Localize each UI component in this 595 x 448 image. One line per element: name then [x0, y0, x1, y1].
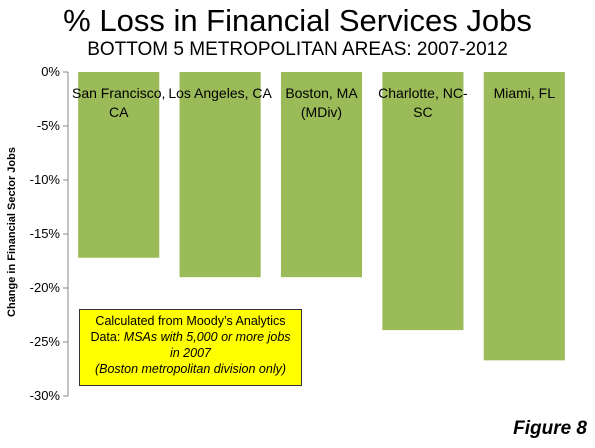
category-label: SC: [413, 104, 432, 120]
chart-title: % Loss in Financial Services Jobs: [63, 3, 532, 38]
bar: [78, 72, 160, 258]
y-axis-title: Change in Financial Sector Jobs: [6, 147, 18, 317]
y-tick-label: 0%: [41, 64, 60, 79]
category-label: Miami, FL: [494, 85, 556, 101]
source-note-box: Calculated from Moody’s Analytics Data: …: [79, 309, 302, 386]
bar: [280, 72, 363, 278]
bar: [382, 72, 464, 331]
note-line-2: Data: MSAs with 5,000 or more jobs: [80, 329, 301, 345]
y-tick-label: -15%: [30, 226, 61, 241]
category-labels: San Francisco, CA Los Angeles, CA Boston, M…: [72, 85, 555, 120]
category-label: Los Angeles, CA: [168, 85, 272, 101]
y-tick-label: -10%: [30, 172, 61, 187]
note-line-1: Calculated from Moody’s Analytics: [95, 314, 286, 328]
bar: [483, 72, 565, 361]
y-axis: 0% -5% -10% -15% -20% -25% -30% Change in Finan…: [6, 64, 69, 403]
category-label: (MDiv): [301, 104, 342, 120]
category-label: Boston, MA: [285, 85, 358, 101]
note-line-2-italic: MSAs with 5,000 or more jobs: [123, 330, 291, 344]
chart-subtitle: BOTTOM 5 METROPOLITAN AREAS: 2007-2012: [87, 39, 508, 60]
y-tick-label: -30%: [30, 388, 61, 403]
category-label: Charlotte, NC-: [378, 85, 468, 101]
bars: [78, 72, 565, 361]
y-tick-label: -20%: [30, 280, 61, 295]
category-label: CA: [109, 104, 129, 120]
note-line-4: (Boston metropolitan division only): [94, 362, 287, 376]
note-line-2-prefix: Data:: [90, 330, 124, 344]
category-label: San Francisco,: [72, 85, 165, 101]
note-line-3: in 2007: [169, 346, 211, 360]
y-tick-label: -5%: [37, 118, 61, 133]
bar: [179, 72, 261, 278]
figure-label: Figure 8: [513, 418, 587, 439]
y-tick-label: -25%: [30, 334, 61, 349]
